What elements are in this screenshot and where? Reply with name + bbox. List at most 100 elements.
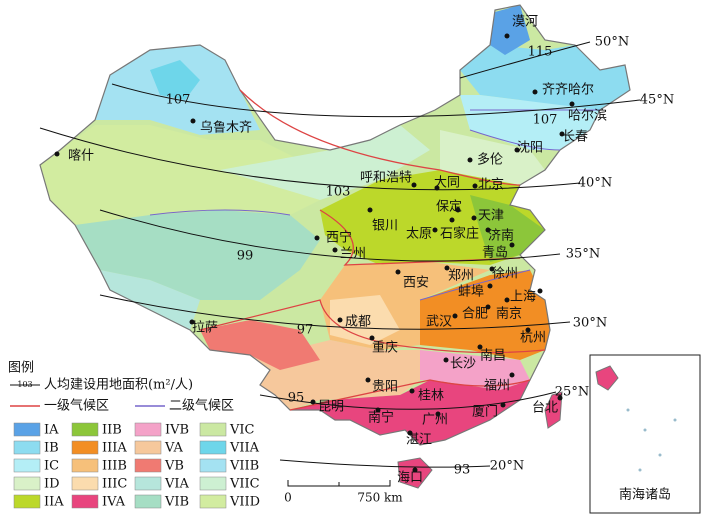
city-dot bbox=[532, 89, 538, 95]
secondary-boundary bbox=[149, 209, 531, 301]
legend-isoline-label: 人均建设用地面积(m²/人) bbox=[44, 378, 193, 393]
latitude-label: 30°N bbox=[573, 316, 607, 331]
legend-secondary-label: 二级气候区 bbox=[169, 398, 234, 414]
city-label: 拉萨 bbox=[192, 321, 218, 336]
latitude-line bbox=[111, 83, 641, 118]
secondary-boundary bbox=[469, 109, 600, 151]
legend-zone-label: IC bbox=[44, 459, 59, 474]
taiwan bbox=[544, 391, 563, 429]
city-label: 桂林 bbox=[418, 389, 444, 404]
latitude-lines bbox=[39, 41, 641, 468]
city-dot bbox=[500, 402, 506, 408]
islands bbox=[397, 391, 563, 489]
legend-zone-label: IIIB bbox=[102, 459, 127, 474]
scale-start: 0 bbox=[284, 491, 292, 505]
city-dot bbox=[435, 411, 441, 417]
primary-boundary bbox=[239, 89, 521, 186]
legend-swatch bbox=[13, 494, 41, 509]
legend-swatch bbox=[134, 476, 162, 491]
zone-area bbox=[330, 295, 400, 345]
city-dot bbox=[509, 372, 515, 378]
city-dot bbox=[504, 33, 510, 39]
city-label: 北京 bbox=[478, 178, 504, 193]
zone-area bbox=[470, 195, 545, 262]
island bbox=[643, 428, 647, 432]
legend-swatch bbox=[134, 422, 162, 437]
legend-swatch bbox=[199, 440, 227, 455]
legend-zone-label: VIIA bbox=[229, 441, 260, 456]
latitude-line bbox=[99, 294, 571, 330]
city-dot bbox=[189, 319, 195, 325]
city-dot bbox=[367, 207, 373, 213]
isoline-value: 107 bbox=[166, 93, 191, 108]
legend-zone-label: VIB bbox=[164, 495, 189, 510]
city-dot bbox=[409, 388, 415, 394]
city-label: 西安 bbox=[403, 276, 429, 291]
legend-swatch bbox=[71, 422, 99, 437]
city-dot bbox=[559, 131, 565, 137]
city-dot bbox=[504, 297, 510, 303]
isoline-value: 103 bbox=[326, 185, 351, 200]
zone-area bbox=[460, 45, 630, 110]
inset-title: 南海诸岛 bbox=[619, 487, 671, 503]
scale-end: 750 km bbox=[357, 491, 403, 505]
city-dot bbox=[434, 185, 440, 191]
legend-swatch bbox=[71, 494, 99, 509]
city-dot bbox=[455, 207, 461, 213]
island bbox=[638, 468, 642, 472]
city-dot bbox=[443, 357, 449, 363]
zone-area bbox=[40, 125, 320, 225]
latitude-label: 35°N bbox=[566, 247, 600, 262]
legend-zone-label: VIIB bbox=[229, 459, 259, 474]
city-label: 青岛 bbox=[482, 245, 508, 261]
city-dot bbox=[485, 227, 491, 233]
city-dot bbox=[407, 430, 413, 436]
city-dot bbox=[314, 235, 320, 241]
city-label: 呼和浩特 bbox=[360, 171, 412, 186]
zone-area bbox=[440, 130, 545, 185]
city-label: 石家庄 bbox=[440, 226, 479, 242]
city-dot bbox=[477, 344, 483, 350]
latitude-label: 20°N bbox=[490, 459, 524, 474]
isoline-value: 95 bbox=[288, 391, 305, 406]
city-label: 徐州 bbox=[492, 267, 518, 282]
latitude-line bbox=[459, 41, 591, 79]
city-label: 蚌埠 bbox=[458, 285, 484, 300]
legend-swatch bbox=[13, 440, 41, 455]
city-label: 郑州 bbox=[448, 269, 474, 284]
city-label: 乌鲁木齐 bbox=[200, 120, 252, 136]
zone-area bbox=[420, 270, 550, 360]
city-label: 西宁 bbox=[326, 230, 352, 246]
legend-swatch bbox=[13, 476, 41, 491]
legend-primary-label: 一级气候区 bbox=[44, 398, 109, 414]
city-label: 长沙 bbox=[450, 357, 476, 372]
city-label: 南京 bbox=[496, 306, 522, 322]
city-label: 贵阳 bbox=[372, 380, 398, 395]
legend-zone-label: IIIA bbox=[102, 441, 127, 456]
legend-zone-label: IA bbox=[44, 423, 59, 438]
latitude-line bbox=[39, 127, 581, 191]
zone-area bbox=[490, 5, 530, 55]
city-dot bbox=[395, 269, 401, 275]
city-dot bbox=[190, 118, 196, 124]
city-dot bbox=[411, 182, 417, 188]
city-dot bbox=[514, 147, 520, 153]
city-label: 合肥 bbox=[462, 307, 488, 322]
city-label: 广州 bbox=[422, 413, 448, 428]
city-dot bbox=[489, 266, 495, 272]
city-label: 哈尔滨 bbox=[568, 108, 607, 124]
primary-boundary bbox=[199, 299, 546, 354]
city-dot bbox=[557, 395, 563, 401]
legend-zone-label: IIA bbox=[44, 495, 64, 510]
latitude-line bbox=[99, 209, 561, 262]
legend-zone-label: IB bbox=[44, 441, 59, 456]
legend-swatch bbox=[134, 458, 162, 473]
city-label: 大同 bbox=[434, 176, 460, 191]
city-dot bbox=[337, 317, 343, 323]
city-label: 南昌 bbox=[480, 348, 506, 364]
inset-coast bbox=[595, 365, 619, 391]
city-label: 济南 bbox=[488, 228, 514, 244]
legend-zone-label: VIID bbox=[229, 495, 260, 510]
latitude-label: 50°N bbox=[595, 35, 629, 50]
